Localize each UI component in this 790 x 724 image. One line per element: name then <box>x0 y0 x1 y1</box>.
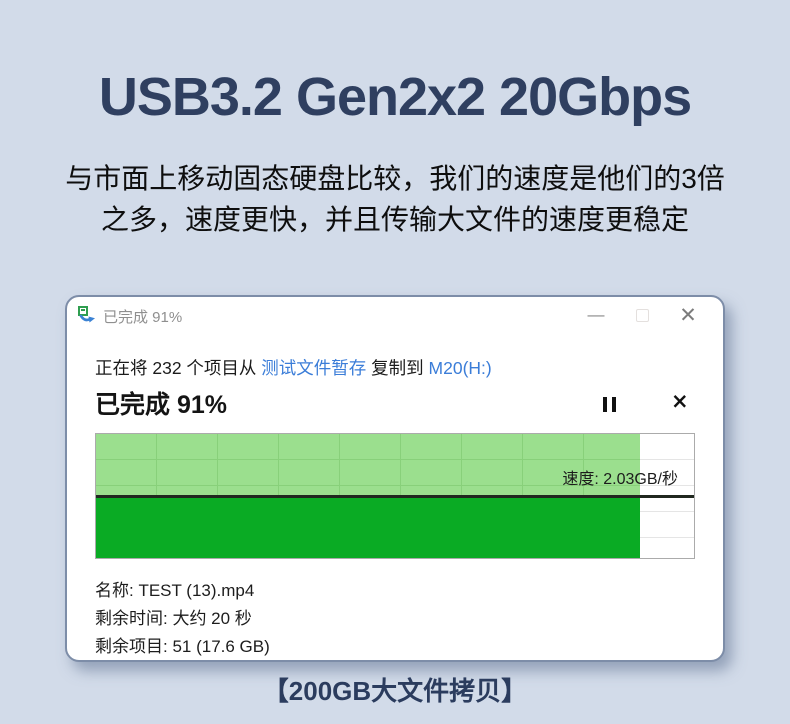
page-subtitle: 与市面上移动固态硬盘比较，我们的速度是他们的3倍 之多，速度更快，并且传输大文件… <box>0 158 790 240</box>
maximize-icon <box>635 308 649 322</box>
maximize-button[interactable] <box>619 299 665 331</box>
file-copy-icon <box>78 306 95 323</box>
dialog-titlebar: 已完成 91% — ✕ <box>67 297 723 333</box>
close-button[interactable]: ✕ <box>665 299 711 331</box>
bottom-caption: 【200GB大文件拷贝】 <box>262 676 528 706</box>
chart-speed-area <box>96 497 641 558</box>
destination-drive-link[interactable]: M20(H:) <box>428 358 492 378</box>
copy-description: 正在将 232 个项目从 测试文件暂存 复制到 M20(H:) <box>95 355 492 380</box>
copy-text-prefix: 正在将 232 个项目从 <box>95 358 262 378</box>
cancel-icon: × <box>671 389 689 413</box>
window-controls: — ✕ <box>573 299 711 331</box>
progress-percent-heading: 已完成 91% <box>95 391 227 419</box>
cancel-copy-button[interactable]: × <box>671 389 689 413</box>
transfer-chart: 速度: 2.03GB/秒 <box>95 433 695 559</box>
window-title: 已完成 91% <box>103 309 183 326</box>
detail-time-remaining: 剩余时间: 大约 20 秒 <box>95 609 252 628</box>
chart-speed-line <box>96 494 694 498</box>
detail-items-remaining: 剩余项目: 51 (17.6 GB) <box>95 637 270 656</box>
transfer-details: 名称: TEST (13).mp4 剩余时间: 大约 20 秒 剩余项目: 51… <box>95 577 270 661</box>
close-icon: ✕ <box>679 303 697 327</box>
source-folder-link[interactable]: 测试文件暂存 <box>261 358 367 378</box>
page-title: USB3.2 Gen2x2 20Gbps <box>98 67 692 127</box>
copy-text-middle: 复制到 <box>366 358 429 378</box>
speed-label: 速度: 2.03GB/秒 <box>562 470 678 488</box>
minimize-icon: — <box>587 305 605 324</box>
detail-file-name: 名称: TEST (13).mp4 <box>95 581 255 600</box>
file-copy-dialog: 已完成 91% — ✕ 正在将 232 个项目从 测试文件暂存 复制到 M20(… <box>65 295 725 662</box>
pause-button[interactable] <box>601 395 618 414</box>
subtitle-line-1: 与市面上移动固态硬盘比较，我们的速度是他们的3倍 <box>65 163 725 194</box>
minimize-button[interactable]: — <box>573 299 619 331</box>
pause-icon <box>603 397 607 412</box>
subtitle-line-2: 之多，速度更快，并且传输大文件的速度更稳定 <box>100 204 689 235</box>
